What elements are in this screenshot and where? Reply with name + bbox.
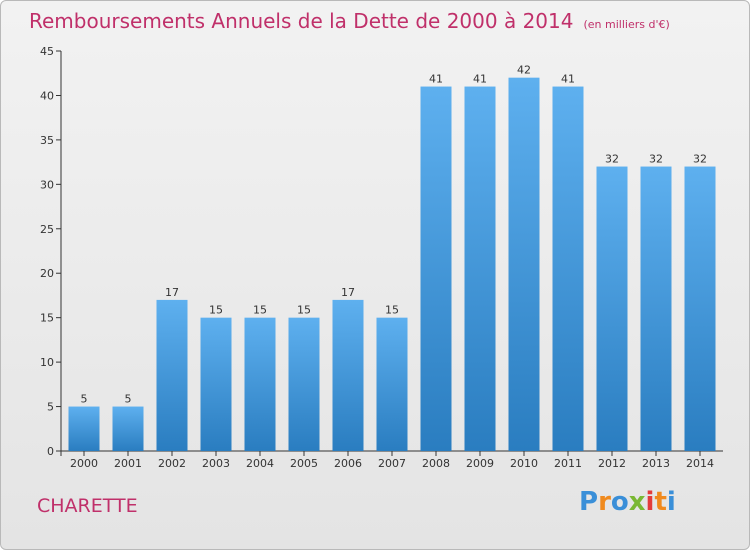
x-tick-label: 2014: [686, 457, 714, 470]
chart-title-main: Remboursements Annuels de la Dette de 20…: [29, 9, 574, 33]
x-tick-label: 2004: [246, 457, 274, 470]
x-tick-label: 2000: [70, 457, 98, 470]
y-tick-label: 45: [40, 45, 54, 58]
x-tick-label: 2012: [598, 457, 626, 470]
x-tick-label: 2009: [466, 457, 494, 470]
y-tick-label: 35: [40, 134, 54, 147]
data-label: 42: [517, 64, 531, 77]
y-tick-label: 30: [40, 178, 54, 191]
bar-2000: [68, 406, 100, 451]
x-tick-label: 2010: [510, 457, 538, 470]
logo-letter: i: [645, 487, 655, 517]
x-tick-label: 2011: [554, 457, 582, 470]
y-tick-label: 0: [47, 445, 54, 458]
logo-letter: o: [610, 487, 629, 517]
data-label: 5: [81, 393, 88, 406]
chart-labels: 2000 5 2001 5 2002 17 2003 15 2004 15 2005 15 2006 17…: [70, 64, 714, 470]
logo-letter: x: [628, 487, 646, 517]
data-label: 15: [253, 304, 267, 317]
bar-2013: [640, 166, 672, 452]
y-tick-label: 40: [40, 89, 54, 102]
chart-bars: [68, 77, 716, 452]
bar-2002: [156, 299, 188, 451]
data-label: 41: [473, 73, 487, 86]
x-tick-label: 2003: [202, 457, 230, 470]
logo-letter: r: [598, 487, 611, 517]
data-label: 32: [693, 153, 707, 166]
logo-letter: P: [579, 487, 599, 517]
data-label: 5: [125, 393, 132, 406]
y-tick-label: 20: [40, 267, 54, 280]
x-tick-label: 2001: [114, 457, 142, 470]
commune-name: CHARETTE: [37, 495, 138, 517]
bar-2007: [376, 317, 408, 451]
x-tick-label: 2007: [378, 457, 406, 470]
proxiti-logo: Proxiti: [579, 487, 676, 517]
bar-2004: [244, 317, 276, 451]
data-label: 32: [649, 153, 663, 166]
y-tick-label: 5: [47, 401, 54, 414]
x-tick-label: 2005: [290, 457, 318, 470]
logo-letter: i: [666, 487, 676, 517]
chart-title-unit: (en milliers d'€): [583, 18, 670, 31]
x-tick-label: 2006: [334, 457, 362, 470]
bar-2006: [332, 299, 364, 451]
x-tick-label: 2013: [642, 457, 670, 470]
bar-2010: [508, 77, 540, 452]
data-label: 41: [429, 73, 443, 86]
y-tick-label: 15: [40, 312, 54, 325]
bar-2008: [420, 86, 452, 452]
bar-2014: [684, 166, 716, 452]
data-label: 32: [605, 153, 619, 166]
x-tick-label: 2002: [158, 457, 186, 470]
logo-letter: t: [654, 487, 667, 517]
bar-2012: [596, 166, 628, 452]
data-label: 17: [341, 286, 355, 299]
bar-2003: [200, 317, 232, 451]
y-tick-label: 10: [40, 356, 54, 369]
bar-2001: [112, 406, 144, 451]
data-label: 17: [165, 286, 179, 299]
y-tick-label: 25: [40, 223, 54, 236]
bar-2009: [464, 86, 496, 452]
bar-2011: [552, 86, 584, 452]
data-label: 41: [561, 73, 575, 86]
data-label: 15: [385, 304, 399, 317]
data-label: 15: [297, 304, 311, 317]
chart-title: Remboursements Annuels de la Dette de 20…: [29, 9, 670, 33]
x-tick-label: 2008: [422, 457, 450, 470]
bar-2005: [288, 317, 320, 451]
data-label: 15: [209, 304, 223, 317]
